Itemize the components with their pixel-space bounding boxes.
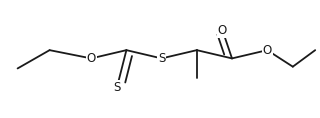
Text: O: O (263, 44, 272, 57)
Text: S: S (113, 81, 121, 94)
Text: O: O (218, 24, 227, 37)
Text: S: S (158, 52, 165, 65)
Text: O: O (87, 52, 96, 65)
